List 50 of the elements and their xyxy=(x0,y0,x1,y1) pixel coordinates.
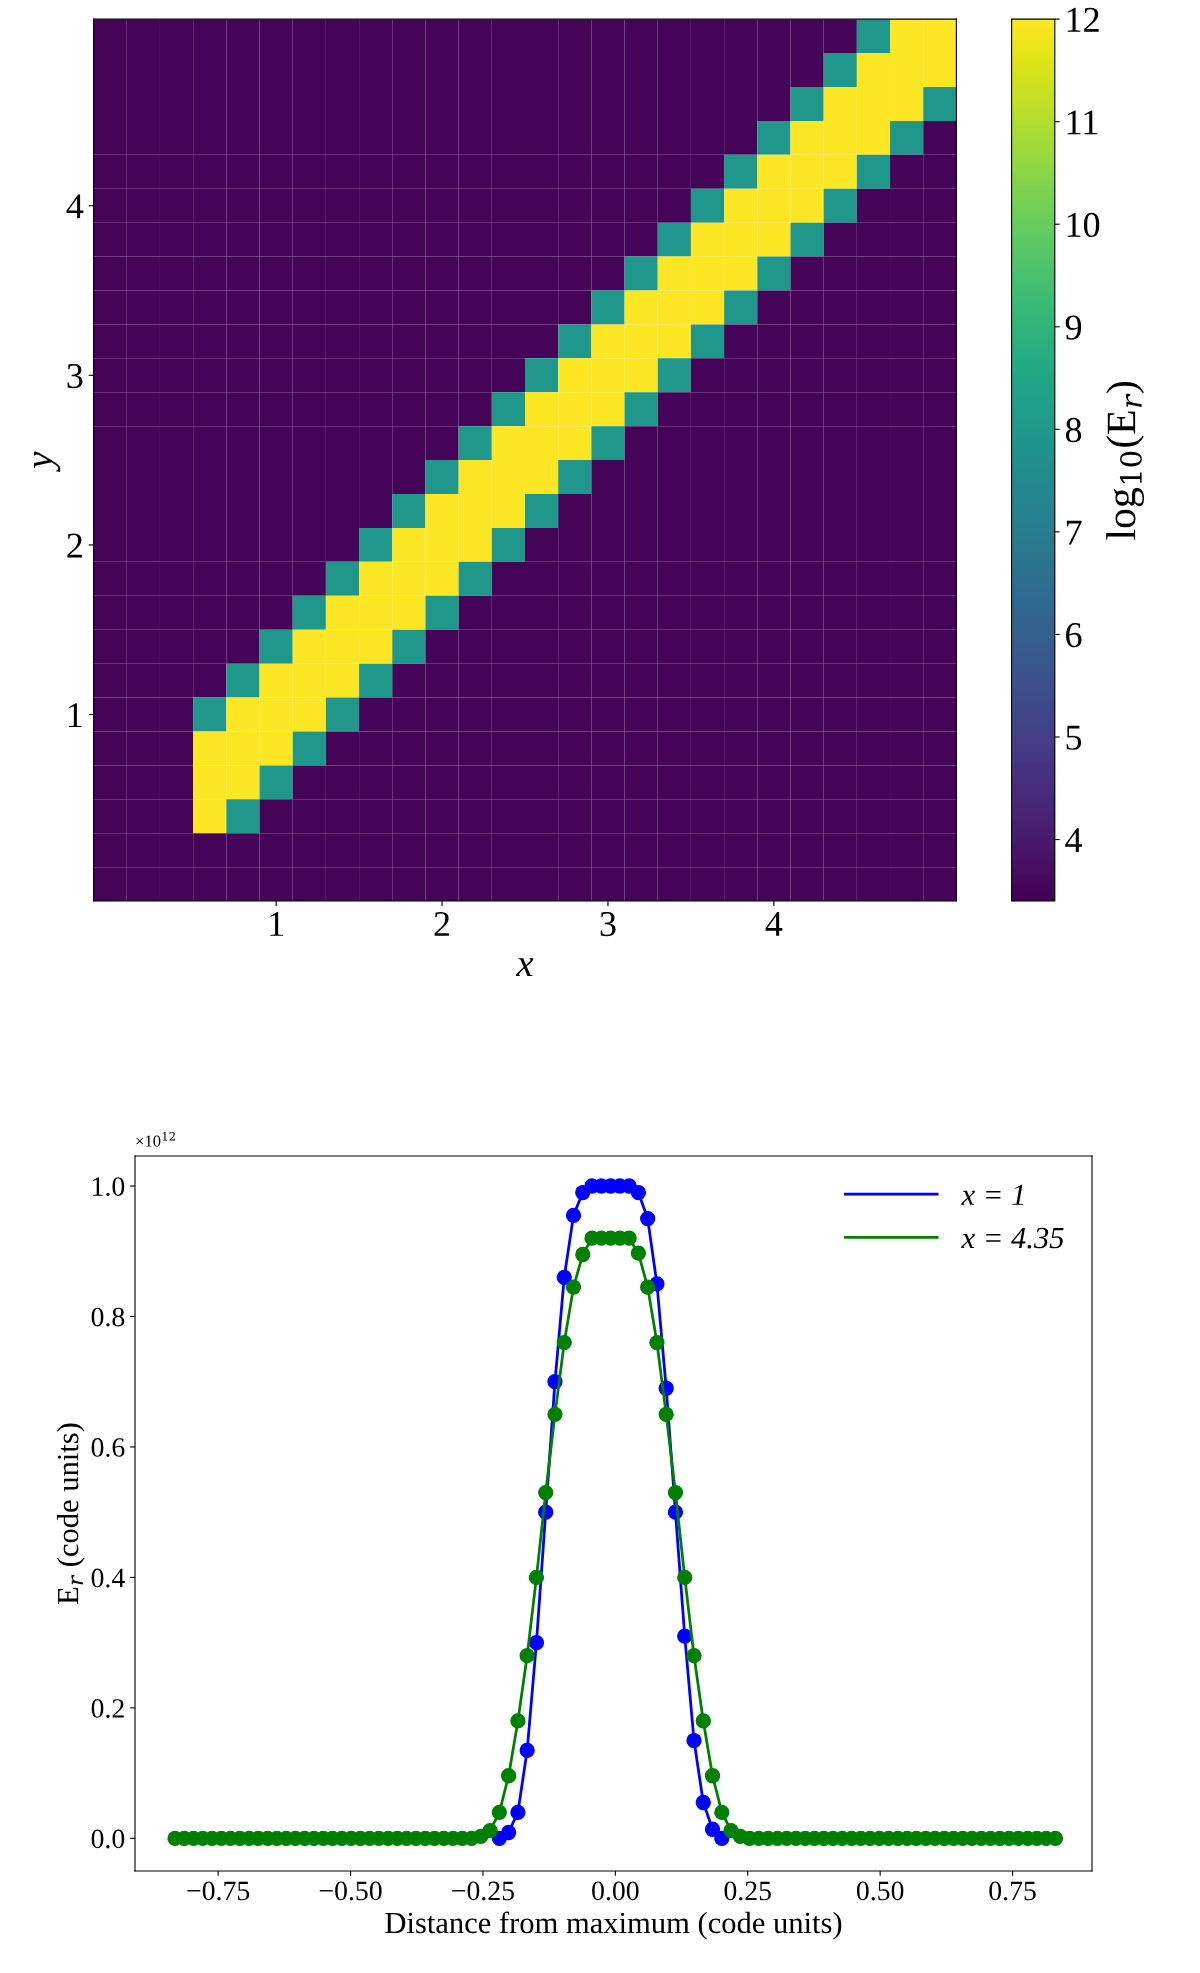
point xyxy=(686,1732,702,1749)
color-bar-label: 6 xyxy=(1066,623,1082,648)
color-bar-label: 8 xyxy=(1065,417,1082,443)
y-axis-title: E$_{r}$ (code units) xyxy=(56,1423,85,1604)
color-bar-label: 11 xyxy=(1067,110,1098,135)
point xyxy=(704,1821,721,1837)
point xyxy=(695,1794,711,1811)
point xyxy=(677,1628,693,1644)
color-bar-label: 9 xyxy=(1065,315,1082,340)
x-axis-title: x xyxy=(515,958,534,977)
y-tick-label: 2 xyxy=(67,533,82,558)
y-tick-label: 0.2 xyxy=(91,1699,124,1718)
x-tick-label: −0.75 xyxy=(187,1881,250,1901)
text: ×10$^{12}$ xyxy=(136,1131,175,1147)
y-tick-label: 0.0 xyxy=(91,1829,125,1849)
point xyxy=(556,1269,572,1285)
point xyxy=(640,1210,656,1227)
y-tick-label: 3 xyxy=(67,363,83,389)
y-tick-label: 0.4 xyxy=(91,1568,125,1588)
x-tick-label: 0.25 xyxy=(724,1881,771,1901)
x-tick-label: −0.50 xyxy=(319,1881,382,1901)
x-tick-label: −0.25 xyxy=(452,1881,515,1901)
y-tick-label: 4 xyxy=(66,194,84,219)
color-bar-label: 5 xyxy=(1066,725,1082,750)
y-tick-label: 0.8 xyxy=(91,1307,125,1327)
point xyxy=(630,1184,647,1201)
color-bar-label: 4 xyxy=(1065,828,1083,853)
x-tick-label: 0.75 xyxy=(989,1881,1036,1901)
y-axis-title: y xyxy=(34,451,61,472)
x-tick-label: 0.50 xyxy=(856,1881,904,1901)
legend-label: x = 1 xyxy=(961,1184,1024,1205)
point xyxy=(519,1742,535,1758)
color-bar-label: 7 xyxy=(1066,520,1082,545)
point xyxy=(528,1635,545,1651)
color-bar-label: 10 xyxy=(1067,212,1100,238)
y-tick-label: 1.0 xyxy=(93,1177,125,1197)
legend-label: x = 4.35 xyxy=(961,1227,1064,1249)
x-tick-label: 1 xyxy=(270,912,283,936)
x-tick-label: 4 xyxy=(765,912,783,936)
y-tick-label: 0.6 xyxy=(91,1438,125,1457)
point xyxy=(565,1207,582,1223)
color-bar-label: 12 xyxy=(1067,7,1099,32)
x-axis-title: Distance from maximum (code units) xyxy=(385,1911,842,1940)
point xyxy=(500,1824,517,1841)
x-tick-label: 3 xyxy=(600,911,616,937)
x-tick-label: 0.00 xyxy=(592,1881,639,1901)
x-tick-label: 2 xyxy=(434,911,450,936)
y-tick-label: 1 xyxy=(69,703,82,728)
point xyxy=(510,1804,526,1820)
color-bar-title: log$_{10}$(E$_{r}$) xyxy=(1106,381,1145,540)
